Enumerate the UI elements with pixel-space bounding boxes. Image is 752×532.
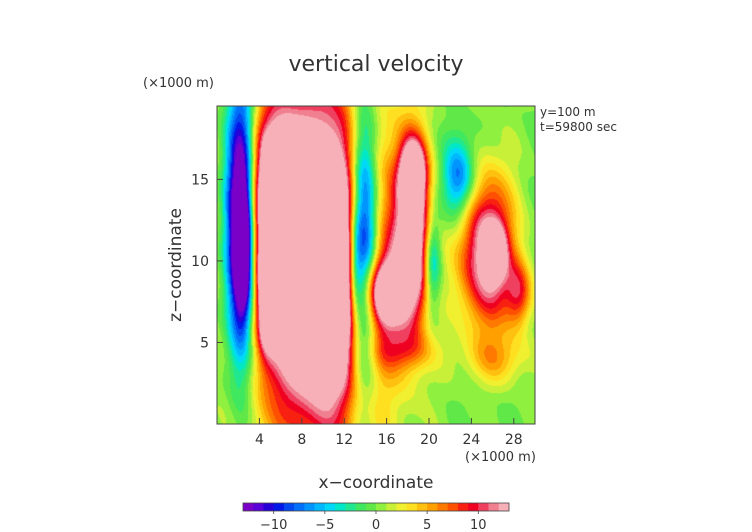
y-tick-label: 15: [191, 172, 209, 188]
chart-title: vertical velocity: [288, 52, 463, 77]
colorbar-tick-label: 5: [423, 518, 431, 532]
y-tick-label: 5: [200, 335, 209, 351]
y-axis-label: z−coordinate: [166, 208, 186, 322]
colorbar-swatch: [437, 503, 448, 511]
colorbar-tick-label: 10: [470, 518, 487, 532]
colorbar-swatch: [365, 503, 377, 511]
colorbar-swatch: [345, 503, 356, 511]
colorbar-tick-label: −5: [315, 518, 334, 532]
colorbar-swatch: [324, 503, 336, 511]
x-axis-label: x−coordinate: [319, 473, 434, 493]
x-tick-label: 24: [462, 432, 480, 448]
colorbar-swatch: [468, 503, 479, 511]
colorbar-swatch: [243, 503, 254, 511]
colorbar-swatch: [498, 503, 510, 511]
y-unit-label: (×1000 m): [143, 76, 214, 91]
colorbar-swatch: [273, 503, 285, 511]
y-axis-ticks: 5 10 15: [191, 172, 223, 351]
x-tick-label: 12: [335, 432, 353, 448]
colorbar-swatch: [294, 503, 305, 511]
x-tick-label: 20: [420, 432, 438, 448]
colorbar-swatch: [283, 503, 295, 511]
x-unit-label: (×1000 m): [465, 450, 536, 465]
y-tick-label: 10: [191, 254, 209, 270]
colorbar-swatch: [416, 503, 428, 511]
colorbar-swatch: [314, 503, 326, 511]
colorbar-swatch: [447, 503, 459, 511]
colorbar-swatch: [253, 503, 264, 511]
colorbar-swatch: [386, 503, 397, 511]
colorbar-swatch: [355, 503, 367, 511]
colorbar-swatch: [478, 503, 489, 511]
colorbar-swatch: [263, 503, 274, 511]
colorbar-swatch: [488, 503, 500, 511]
plot-frame: [216, 105, 536, 425]
colorbar-swatch: [376, 503, 387, 511]
colorbar-swatch: [406, 503, 418, 511]
colorbar-swatch: [457, 503, 469, 511]
colorbar-tick-label: 0: [372, 518, 380, 532]
colorbar-swatch: [427, 503, 438, 511]
colorbar-tick-label: −10: [260, 518, 287, 532]
annotation-time: t=59800 sec: [540, 120, 617, 134]
colorbar-swatch: [335, 503, 346, 511]
x-axis-ticks: 4 8 12 16 20 24 28: [255, 418, 523, 448]
colorbar-swatch: [396, 503, 407, 511]
x-tick-label: 16: [378, 432, 396, 448]
annotation-y-position: y=100 m: [540, 105, 596, 119]
colorbar-swatch: [304, 503, 315, 511]
x-tick-label: 8: [297, 432, 306, 448]
heatmap-field: [217, 106, 535, 424]
x-tick-label: 4: [255, 432, 264, 448]
colorbar: −10 −5 0 5 10: [242, 502, 510, 532]
x-tick-label: 28: [505, 432, 523, 448]
